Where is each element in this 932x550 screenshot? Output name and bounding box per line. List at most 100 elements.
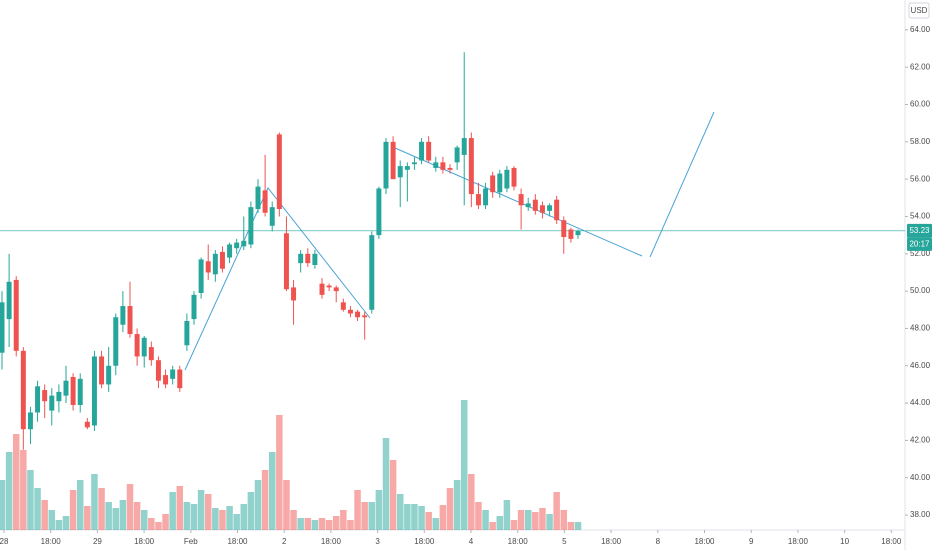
x-tick-label: 28 (0, 537, 9, 546)
volume-bar (524, 510, 532, 530)
volume-bar (62, 516, 70, 530)
y-tick-label: 62.00 (910, 62, 931, 71)
x-tick-label: 18:00 (881, 537, 902, 546)
volume-bar (496, 516, 504, 530)
volume-bar (0, 480, 6, 530)
y-tick-label: 60.00 (910, 100, 931, 109)
x-tick-label: 18:00 (227, 537, 248, 546)
volume-bar (69, 490, 77, 530)
candle-body (91, 356, 97, 426)
y-tick-label: 40.00 (910, 473, 931, 482)
volume-bar (396, 494, 404, 530)
volume-bar (460, 400, 468, 530)
volume-bar (240, 504, 248, 530)
candle-body (184, 320, 190, 346)
candle-body (170, 369, 176, 379)
candle-body (461, 138, 467, 155)
candle-body (113, 317, 119, 366)
candle-body (120, 306, 126, 325)
y-tick-label: 42.00 (910, 436, 931, 445)
candle-body (305, 253, 311, 264)
last-price-label: 53.23 (909, 226, 930, 235)
volume-bar (439, 505, 447, 530)
volume-bar (304, 518, 312, 530)
candle-body (575, 230, 581, 236)
volume-bar (84, 506, 91, 530)
x-tick-label: 18:00 (508, 537, 529, 546)
candle-body (42, 390, 48, 402)
x-tick-label: 3 (375, 537, 380, 546)
candle-body (6, 281, 12, 320)
candle-body (255, 186, 261, 210)
candle-body (205, 261, 211, 273)
candle-body (547, 205, 553, 211)
candle-body (84, 421, 90, 428)
candle-body (127, 306, 133, 335)
candle-body (525, 203, 531, 208)
volume-bar (290, 510, 297, 530)
volume-bar (20, 450, 27, 530)
x-tick-label: 18:00 (134, 537, 155, 546)
candle-body (468, 138, 474, 195)
candle-body (347, 309, 353, 314)
candle-body (219, 251, 225, 269)
candle-body (99, 356, 105, 385)
volume-bar (468, 474, 475, 530)
volume-bar (567, 522, 575, 530)
volume-bar (489, 522, 496, 530)
volume-bar (261, 470, 269, 530)
candle-body (475, 194, 481, 206)
candle-body (70, 376, 76, 405)
volume-bar (148, 518, 155, 530)
volume-bar (190, 504, 198, 530)
volume-bar (268, 452, 276, 530)
candle-body (355, 311, 361, 318)
y-tick-label: 44.00 (910, 398, 931, 407)
candle-body (539, 205, 545, 213)
trend-line[interactable] (184, 187, 371, 371)
volume-bar (340, 510, 347, 530)
candle-body (241, 240, 247, 247)
volume-bar (98, 488, 105, 530)
volume-bar (432, 518, 440, 530)
x-tick-label: Feb (184, 537, 198, 546)
currency-box[interactable] (908, 2, 930, 19)
volume-bar (254, 480, 262, 530)
x-tick-label: 8 (656, 537, 661, 546)
x-tick-label: 5 (562, 537, 567, 546)
volume-bar (453, 480, 461, 530)
candle-body (20, 350, 26, 430)
volume-bar (368, 502, 376, 530)
volume-bar (283, 480, 290, 530)
candle-body (27, 412, 33, 430)
y-tick-label: 48.00 (910, 324, 931, 333)
candle-body (333, 287, 339, 292)
volume-bar (276, 415, 283, 530)
volume-bar (503, 500, 511, 530)
candle-body (163, 375, 169, 385)
volume-bar (425, 512, 432, 530)
volume-bar (347, 520, 354, 530)
countdown-label: 20:17 (909, 239, 930, 248)
volume-bar (133, 502, 141, 530)
volume-bar (574, 522, 582, 530)
volume-bar (332, 516, 340, 530)
volume-bar (482, 510, 489, 530)
trend-line[interactable] (649, 111, 715, 258)
volume-bar (41, 500, 48, 530)
candle-body (369, 235, 375, 310)
candle-body (262, 190, 268, 213)
candle-body (56, 391, 62, 402)
candle-body (106, 365, 112, 385)
volume-bar (539, 508, 546, 530)
candle-body (340, 302, 346, 310)
candle-body (561, 220, 567, 238)
candle-body (269, 207, 275, 226)
candle-body (404, 166, 410, 170)
candle-body (191, 294, 197, 320)
y-tick-label: 54.00 (910, 212, 931, 221)
candle-body (148, 347, 154, 361)
candle-body (376, 188, 382, 236)
candle-body (454, 147, 460, 163)
